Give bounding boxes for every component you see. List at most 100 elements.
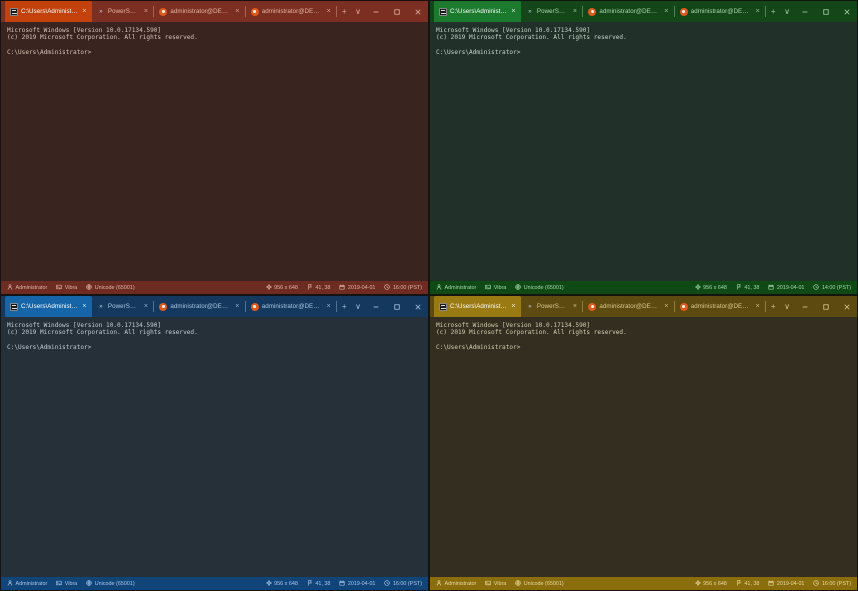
status-cursor[interactable]: 41, 38 <box>736 579 759 588</box>
status-user[interactable]: Administrator <box>7 579 48 588</box>
status-size-label: 956 x 648 <box>274 580 298 587</box>
status-cursor[interactable]: 41, 38 <box>307 579 330 588</box>
new-tab-button[interactable]: + <box>770 7 776 16</box>
tab-close-icon[interactable]: × <box>143 8 148 15</box>
status-user[interactable]: Administrator <box>7 283 47 292</box>
minimize-icon[interactable] <box>794 1 815 22</box>
status-time[interactable]: 14:00 (PST) <box>813 283 851 292</box>
console-output[interactable]: Microsoft Windows [Version 10.0.17134.59… <box>1 317 428 577</box>
status-date[interactable]: 2019-04-01 <box>339 579 375 588</box>
tab-2[interactable]: administrator@DES... × <box>154 296 244 317</box>
tab-1[interactable]: » PowerShell × <box>521 296 582 317</box>
window-controls <box>794 1 857 22</box>
tab-3[interactable]: administrator@DES... × <box>246 296 336 317</box>
status-cursor[interactable]: 41, 38 <box>307 283 330 292</box>
status-size[interactable]: 956 x 648 <box>265 579 298 588</box>
status-size[interactable]: 956 x 648 <box>694 579 727 588</box>
new-tab-button[interactable]: + <box>341 7 347 16</box>
tab-separator <box>153 6 155 17</box>
status-shell[interactable]: Vibra <box>56 284 77 292</box>
status-encoding[interactable]: Unicode (65001) <box>515 579 564 588</box>
tab-close-icon[interactable]: × <box>664 303 669 310</box>
status-time[interactable]: 16:00 (PST) <box>813 579 851 588</box>
status-time[interactable]: 16:00 (PST) <box>384 283 422 292</box>
status-shell-label: Vibra <box>64 284 78 291</box>
status-shell[interactable]: Vibra <box>56 580 77 588</box>
chevron-down-icon[interactable]: ∨ <box>784 7 790 16</box>
tab-close-icon[interactable]: × <box>572 303 577 310</box>
status-time[interactable]: 16:00 (PST) <box>384 579 422 588</box>
tab-bar: C:\Users\Administr... ×» PowerShell × admini… <box>1 1 428 22</box>
maximize-icon[interactable] <box>815 1 836 22</box>
status-user[interactable]: Administrator <box>436 283 476 292</box>
tab-close-icon[interactable]: × <box>82 303 87 310</box>
tab-close-icon[interactable]: × <box>572 8 577 15</box>
minimize-icon[interactable] <box>794 296 815 317</box>
tab-3[interactable]: administrator@DES... × <box>675 296 765 317</box>
maximize-icon[interactable] <box>386 296 407 317</box>
status-cursor[interactable]: 41, 38 <box>736 283 759 292</box>
console-output[interactable]: Microsoft Windows [Version 10.0.17134.59… <box>1 22 428 281</box>
maximize-icon[interactable] <box>386 1 407 22</box>
close-icon[interactable] <box>407 1 428 22</box>
tab-close-icon[interactable]: × <box>235 8 240 15</box>
ubuntu-icon <box>588 302 597 311</box>
tab-title: administrator@DES... <box>170 8 231 15</box>
tab-2[interactable]: administrator@DES... × <box>583 296 673 317</box>
status-shell[interactable]: Vibra <box>485 284 506 292</box>
tab-separator <box>336 301 338 312</box>
tab-close-icon[interactable]: × <box>82 8 87 15</box>
minimize-icon[interactable] <box>365 296 386 317</box>
status-encoding[interactable]: Unicode (65001) <box>86 283 135 292</box>
status-user-label: Administrator <box>15 580 48 587</box>
status-size[interactable]: 956 x 648 <box>694 283 727 292</box>
new-tab-button[interactable]: + <box>770 302 776 311</box>
tab-close-icon[interactable]: × <box>755 8 760 15</box>
status-date[interactable]: 2019-04-01 <box>768 579 804 588</box>
window-controls <box>365 1 428 22</box>
status-date[interactable]: 2019-04-01 <box>768 283 804 292</box>
status-encoding[interactable]: Unicode (65001) <box>86 579 135 588</box>
terminal-icon <box>485 284 491 292</box>
maximize-icon[interactable] <box>815 296 836 317</box>
tab-3[interactable]: administrator@DES... × <box>675 1 765 22</box>
tab-close-icon[interactable]: × <box>235 303 240 310</box>
chevron-down-icon[interactable]: ∨ <box>784 302 790 311</box>
tab-0[interactable]: C:\Users\Administr... × <box>434 1 521 22</box>
chevron-down-icon[interactable]: ∨ <box>355 7 361 16</box>
status-shell[interactable]: Vibra <box>485 580 506 588</box>
minimize-icon[interactable] <box>365 1 386 22</box>
tab-1[interactable]: » PowerShell × <box>521 1 582 22</box>
tab-close-icon[interactable]: × <box>143 303 148 310</box>
tab-close-icon[interactable]: × <box>511 8 516 15</box>
console-output[interactable]: Microsoft Windows [Version 10.0.17134.59… <box>430 317 857 577</box>
tab-1[interactable]: » PowerShell × <box>92 1 153 22</box>
tab-0[interactable]: C:\Users\Administr... × <box>434 296 521 317</box>
close-icon[interactable] <box>836 1 857 22</box>
tab-3[interactable]: administrator@DES... × <box>246 1 336 22</box>
tab-0[interactable]: C:\Users\Administr... × <box>5 1 92 22</box>
tab-title: administrator@DES... <box>261 8 323 15</box>
tab-close-icon[interactable]: × <box>664 8 669 15</box>
status-encoding[interactable]: Unicode (65001) <box>515 283 564 292</box>
tab-2[interactable]: administrator@DES... × <box>583 1 673 22</box>
close-icon[interactable] <box>836 296 857 317</box>
tab-0[interactable]: C:\Users\Administr... × <box>5 296 92 317</box>
tab-1[interactable]: » PowerShell × <box>92 296 153 317</box>
clock-icon <box>813 579 820 588</box>
tab-2[interactable]: administrator@DES... × <box>154 1 244 22</box>
tab-close-icon[interactable]: × <box>511 303 516 310</box>
status-size[interactable]: 956 x 648 <box>265 283 298 292</box>
status-user[interactable]: Administrator <box>436 579 476 588</box>
tab-close-icon[interactable]: × <box>326 303 331 310</box>
tab-close-icon[interactable]: × <box>755 303 760 310</box>
tab-title: C:\Users\Administr... <box>21 8 78 15</box>
chevron-down-icon[interactable]: ∨ <box>355 302 361 311</box>
close-icon[interactable] <box>407 296 428 317</box>
new-tab-button[interactable]: + <box>341 302 347 311</box>
tab-close-icon[interactable]: × <box>326 8 331 15</box>
tab-separator <box>582 6 584 17</box>
status-bar: Administrator Vibra Unicode (65001) 956 x 6… <box>1 281 428 294</box>
status-date[interactable]: 2019-04-01 <box>339 283 375 292</box>
console-output[interactable]: Microsoft Windows [Version 10.0.17134.59… <box>430 22 857 281</box>
